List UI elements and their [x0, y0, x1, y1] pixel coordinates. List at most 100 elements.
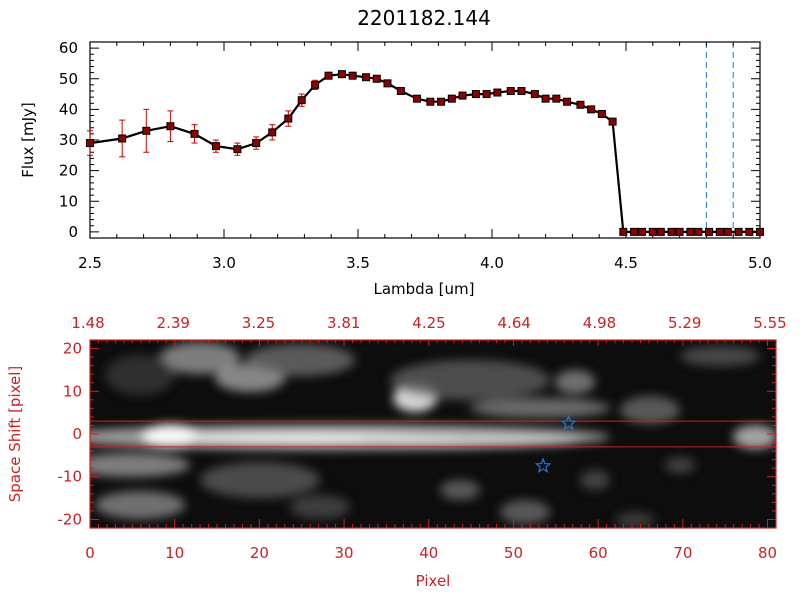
- image-top-wavelength-label: 5.55: [753, 314, 786, 332]
- image-top-wavelength-label: 1.48: [71, 314, 104, 332]
- flux-point: [412, 94, 421, 103]
- flux-point: [297, 96, 306, 105]
- flux-point: [597, 109, 606, 118]
- flux-point: [638, 227, 647, 236]
- flux-point: [675, 227, 684, 236]
- image-x-tick-label: 10: [165, 544, 184, 562]
- flux-point: [541, 94, 550, 103]
- flux-point: [348, 71, 357, 80]
- flux-point: [608, 117, 617, 126]
- spectrum-axes-frame: [89, 41, 761, 239]
- flux-point: [563, 97, 572, 106]
- image-x-tick-label: 30: [335, 544, 354, 562]
- flux-point: [734, 227, 743, 236]
- flux-point: [648, 227, 657, 236]
- image-y-tick-label: -10: [58, 468, 83, 486]
- flux-point: [324, 71, 333, 80]
- flux-point: [656, 227, 665, 236]
- image-x-tick-label: 0: [85, 544, 95, 562]
- y-tick-label: 0: [68, 223, 78, 241]
- x-tick-label: 5.0: [748, 254, 772, 272]
- flux-data-points: [86, 70, 764, 236]
- flux-point: [142, 126, 151, 135]
- source-markers: [534, 414, 577, 474]
- flux-point: [233, 145, 242, 154]
- x-tick-label: 3.0: [212, 254, 236, 272]
- flux-point: [362, 73, 371, 82]
- image-x-tick-label: 20: [250, 544, 269, 562]
- flux-point: [667, 227, 676, 236]
- flux-point: [252, 139, 261, 148]
- flux-point: [756, 227, 764, 236]
- x-tick-label: 4.0: [480, 254, 504, 272]
- image-top-wavelength-label: 3.81: [327, 314, 360, 332]
- flux-point: [506, 87, 515, 95]
- spectrum-x-tick-labels: 2.5 3.0 3.5 4.0 4.5 5.0: [78, 254, 772, 272]
- flux-point: [587, 105, 596, 114]
- flux-point: [723, 227, 732, 236]
- flux-point: [86, 139, 94, 148]
- flux-point: [705, 227, 714, 236]
- flux-point: [268, 128, 277, 137]
- spectrum-2d-image: [90, 340, 776, 528]
- spectrum-y-tick-labels: 0 10 20 30 40 50 60: [59, 39, 78, 241]
- flux-point: [372, 74, 381, 83]
- flux-point: [447, 94, 456, 103]
- image-x-axis-label: Pixel: [416, 572, 451, 590]
- y-tick-label: 40: [59, 100, 78, 118]
- wavelength-limit-lines: [705, 42, 734, 238]
- flux-point: [337, 70, 346, 79]
- flux-point: [517, 87, 526, 95]
- flux-point: [493, 88, 502, 97]
- flux-point: [437, 97, 446, 106]
- flux-point: [630, 227, 639, 236]
- y-tick-label: 60: [59, 39, 78, 57]
- image-top-wavelength-labels: 1.48 2.39 3.25 3.81 4.25 4.64 4.98 5.29 5.55: [71, 314, 786, 332]
- y-tick-label: 30: [59, 131, 78, 149]
- flux-point: [471, 90, 480, 99]
- image-top-wavelength-label: 3.25: [242, 314, 275, 332]
- image-top-wavelength-label: 2.39: [157, 314, 190, 332]
- flux-point: [458, 91, 467, 100]
- image-x-tick-label: 50: [504, 544, 523, 562]
- image-top-wavelength-label: 4.64: [498, 314, 531, 332]
- source-star-marker: [560, 414, 577, 431]
- extraction-band-lines: [90, 420, 776, 448]
- image-y-axis-label: Space Shift [pixel]: [6, 366, 24, 503]
- flux-point: [118, 134, 127, 143]
- image-y-tick-label: 0: [72, 425, 82, 443]
- x-tick-label: 4.5: [614, 254, 638, 272]
- flux-point: [715, 227, 724, 236]
- image-x-tick-label: 80: [758, 544, 777, 562]
- flux-point: [530, 90, 539, 99]
- x-tick-label: 3.5: [346, 254, 370, 272]
- flux-point: [694, 227, 703, 236]
- flux-point: [383, 79, 392, 88]
- flux-point: [552, 94, 561, 103]
- image-x-tick-labels: 0 10 20 30 40 50 60 70 80: [85, 544, 777, 562]
- flux-point: [166, 122, 175, 131]
- flux-point: [284, 114, 293, 123]
- y-tick-label: 10: [59, 192, 78, 210]
- flux-point: [686, 227, 695, 236]
- source-star-marker: [534, 457, 552, 474]
- image-top-wavelength-label: 4.25: [412, 314, 445, 332]
- x-tick-label: 2.5: [78, 254, 102, 272]
- flux-point: [190, 129, 199, 138]
- image-y-tick-label: 20: [63, 340, 82, 358]
- image-x-tick-label: 60: [589, 544, 608, 562]
- flux-point: [619, 227, 628, 236]
- spectrum-y-axis-label: Flux [mJy]: [19, 102, 37, 178]
- flux-point: [426, 97, 435, 106]
- image-x-tick-label: 70: [673, 544, 692, 562]
- flux-point: [576, 100, 585, 109]
- y-tick-label: 20: [59, 162, 78, 180]
- flux-point: [311, 80, 320, 89]
- chart-title: 2201182.144: [357, 6, 491, 30]
- image-top-wavelength-label: 5.29: [668, 314, 701, 332]
- flux-point: [482, 90, 491, 99]
- spectrum-x-axis-label: Lambda [um]: [374, 280, 475, 298]
- image-y-tick-label: 10: [63, 382, 82, 400]
